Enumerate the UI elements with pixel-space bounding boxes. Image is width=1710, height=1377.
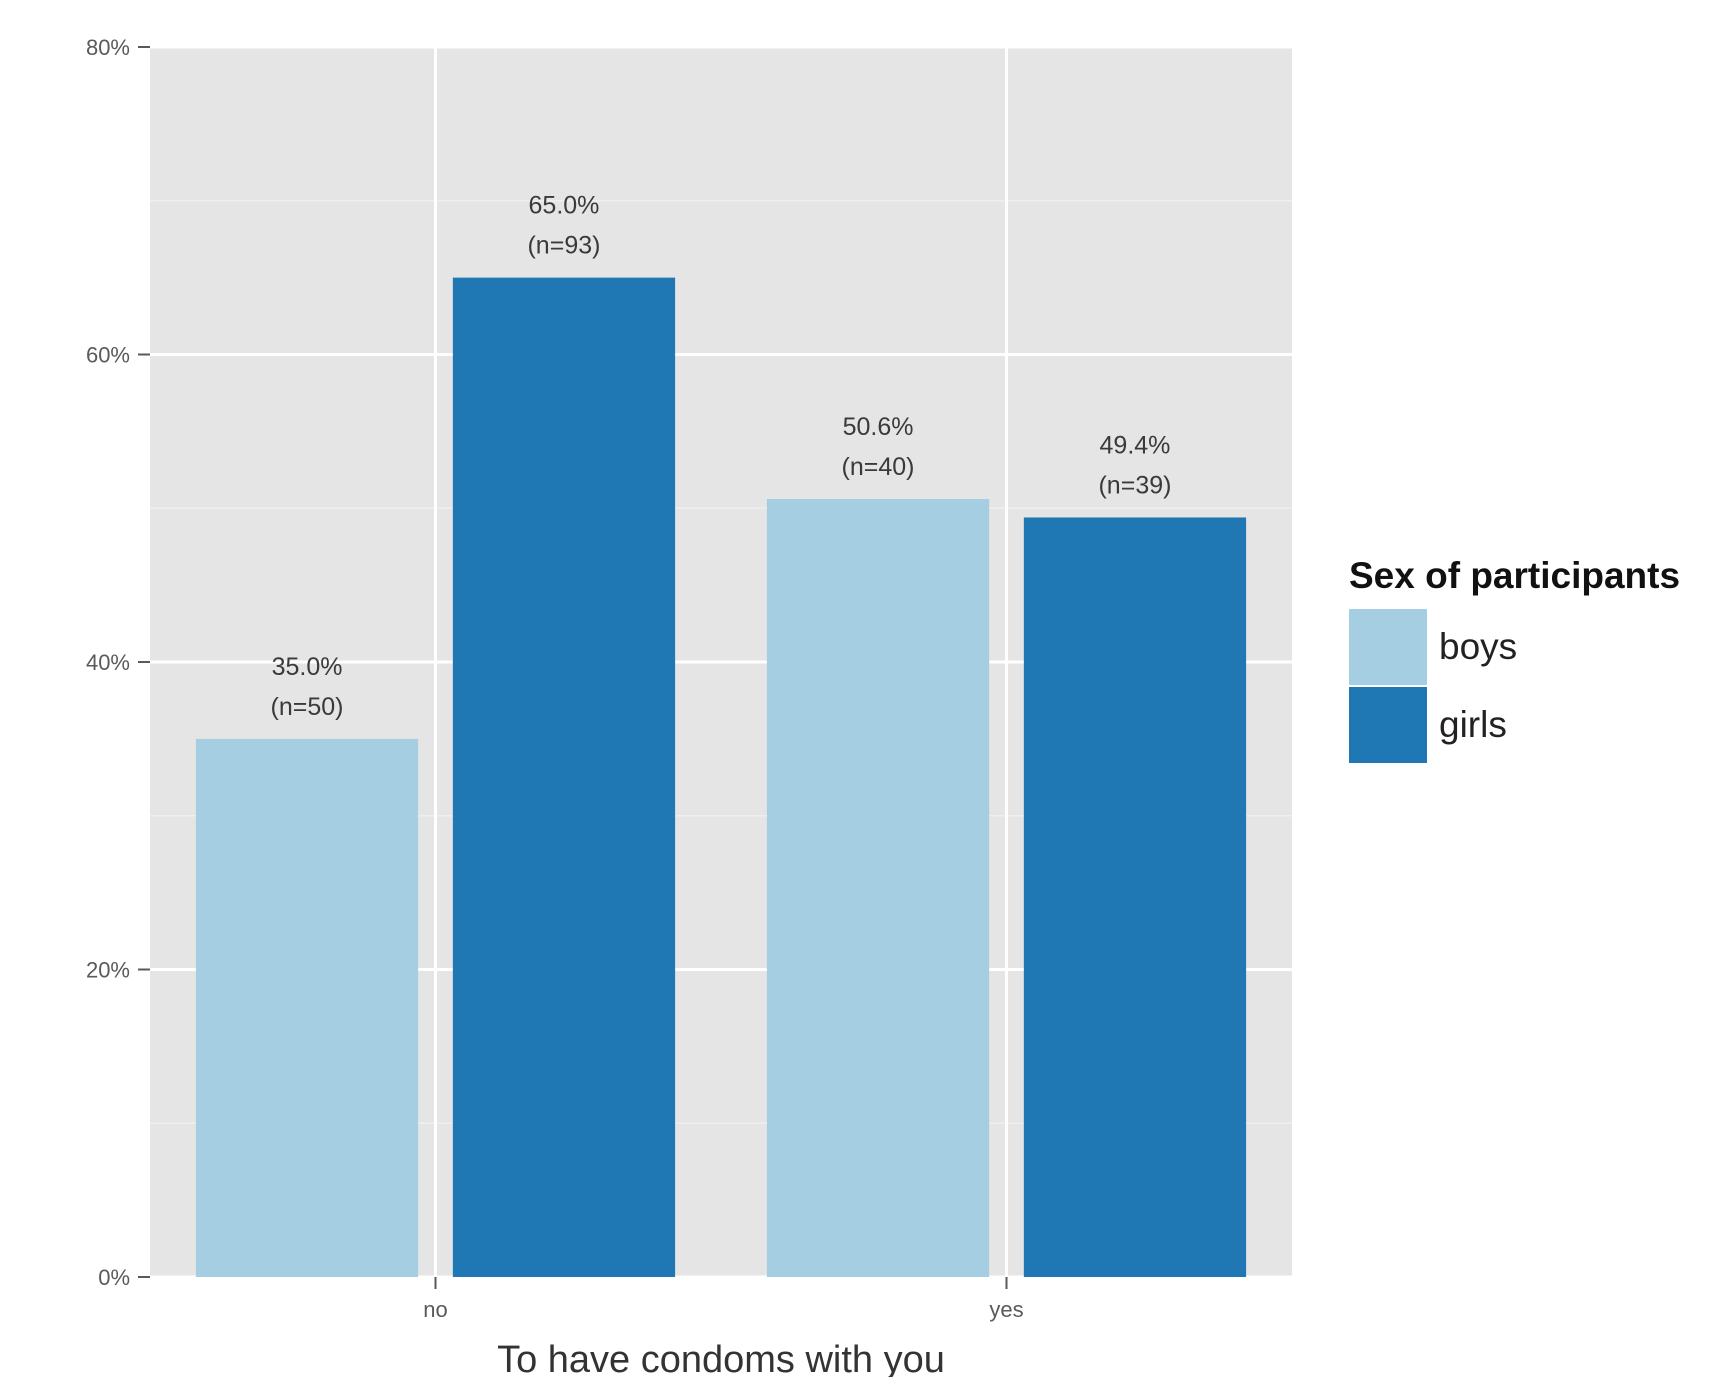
bar-boys-yes <box>766 499 990 1277</box>
data-label: (n=39) <box>1098 471 1171 499</box>
data-label: (n=50) <box>271 693 344 721</box>
data-label: (n=93) <box>527 232 600 260</box>
data-label: 35.0% <box>272 653 343 681</box>
data-label: 50.6% <box>843 413 914 441</box>
x-tick-label: no <box>423 1297 447 1322</box>
legend: Sex of participants boys girls <box>1349 555 1680 763</box>
bars <box>195 277 1247 1277</box>
bar-girls-yes <box>1023 517 1247 1277</box>
x-axis: no yes <box>423 1277 1024 1322</box>
bar-boys-no <box>195 738 419 1277</box>
x-axis-title: To have condoms with you <box>497 1339 945 1377</box>
legend-label-boys: boys <box>1439 626 1517 667</box>
data-label: 49.4% <box>1100 431 1171 459</box>
bar-labels: 35.0% (n=50) 50.6% (n=40) 65.0% (n=93) 49.4% (n… <box>271 192 1172 721</box>
data-label: (n=40) <box>842 453 915 481</box>
y-tick-label: 40% <box>86 650 130 675</box>
y-tick-label: 0% <box>98 1265 130 1290</box>
legend-label-girls: girls <box>1439 704 1507 745</box>
y-axis: 0% 20% 40% 60% 80% <box>86 35 150 1290</box>
y-tick-label: 80% <box>86 35 130 60</box>
legend-title: Sex of participants <box>1349 555 1680 596</box>
y-tick-label: 60% <box>86 343 130 368</box>
bar-girls-no <box>452 277 676 1277</box>
legend-key-boys <box>1349 609 1427 685</box>
data-label: 65.0% <box>529 192 600 220</box>
legend-key-girls <box>1349 687 1427 763</box>
x-tick-label: yes <box>989 1297 1023 1322</box>
y-tick-label: 20% <box>86 958 130 983</box>
